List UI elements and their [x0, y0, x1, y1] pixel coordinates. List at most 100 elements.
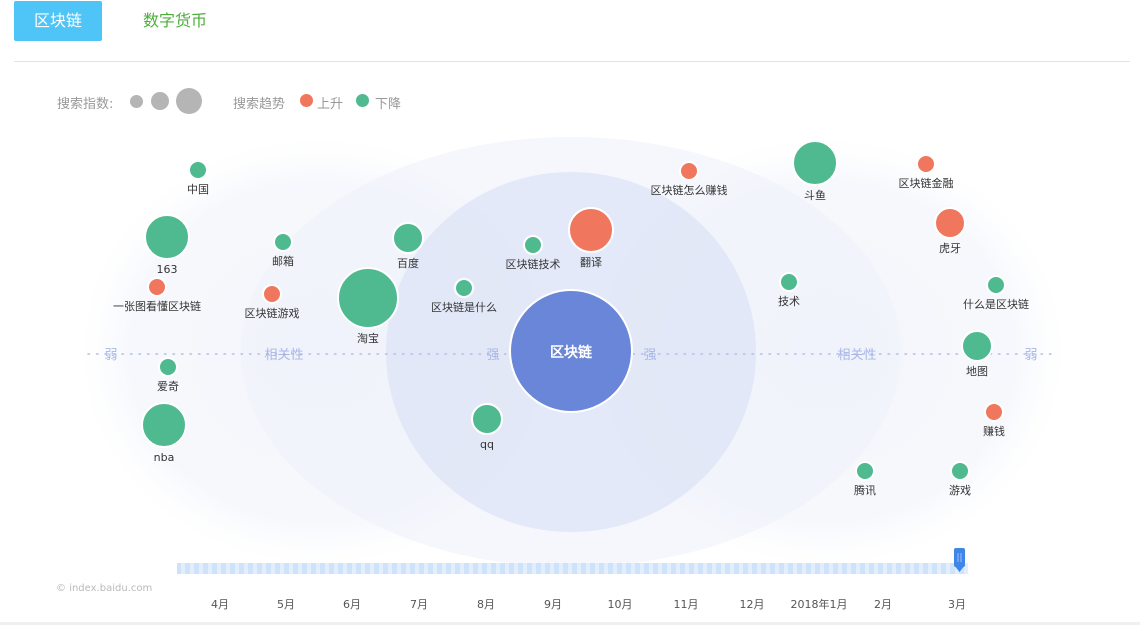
bubble-label: 邮箱 [272, 254, 294, 268]
tab-divider [14, 61, 1130, 62]
source-credit: © index.baidu.com [56, 583, 152, 594]
bubble-nodes: 中国163一张图看懂区块链爱奇nba邮箱区块链游戏淘宝百度区块链是什么qq区块链… [113, 140, 1029, 497]
bubble-label: 爱奇 [157, 380, 179, 393]
bubble-node[interactable]: 技术 [778, 272, 800, 308]
bubble-circle[interactable] [262, 284, 282, 304]
bubble-circle[interactable] [779, 272, 799, 292]
bubble-node[interactable]: 斗鱼 [792, 140, 838, 202]
month-tick-label: 7月 [410, 598, 428, 611]
bubble-circle[interactable] [141, 402, 187, 448]
legend-up-label: 上升 [317, 97, 344, 112]
legend-trend-label: 搜索趋势 [233, 97, 286, 112]
bubble-circle[interactable] [273, 232, 293, 252]
bubble-label: 区块链金融 [899, 176, 954, 190]
copyright-icon: © [56, 583, 66, 594]
bubble-label: 游戏 [949, 484, 971, 497]
bubble-node[interactable]: 163 [144, 214, 190, 276]
tab-digital-currency[interactable]: 数字货币 [142, 11, 207, 30]
bubble-label: 一张图看懂区块链 [113, 299, 201, 313]
legend-size-label: 搜索指数: [57, 97, 114, 112]
month-tick-label: 2月 [874, 598, 892, 611]
timeline-handle-icon[interactable] [954, 548, 965, 572]
bubble-label: 区块链技术 [506, 257, 561, 271]
bubble-circle[interactable] [188, 160, 208, 180]
bubble-circle[interactable] [392, 222, 424, 254]
bubble-circle[interactable] [454, 278, 474, 298]
axis-left-weak: 弱 [104, 348, 117, 363]
month-tick-label: 8月 [477, 598, 495, 611]
bubble-circle[interactable] [792, 140, 838, 186]
month-tick-label: 11月 [674, 598, 699, 611]
axis-right-weak: 弱 [1024, 348, 1037, 363]
bubble-circle[interactable] [986, 275, 1006, 295]
source-credit-text: index.baidu.com [69, 583, 153, 594]
bubble-node[interactable]: 区块链游戏 [245, 284, 300, 320]
bubble-circle[interactable] [934, 207, 966, 239]
bubble-node[interactable]: 一张图看懂区块链 [113, 277, 201, 313]
bubble-label: 百度 [397, 256, 419, 270]
axis-left-relevance: 相关性 [264, 348, 303, 363]
legend-down-label: 下降 [375, 97, 402, 112]
legend-down-icon [356, 94, 369, 107]
bubble-label: 腾讯 [854, 483, 876, 497]
axis-left-strong: 强 [486, 348, 499, 363]
bubble-node[interactable]: 什么是区块链 [963, 275, 1029, 311]
tab-bar: 区块链 数字货币 [0, 0, 1140, 62]
bubble-node[interactable]: 百度 [392, 222, 424, 270]
month-tick-label: 12月 [740, 598, 765, 611]
month-tick-label: 5月 [277, 598, 295, 611]
bubble-circle[interactable] [679, 161, 699, 181]
legend-size-small-icon [130, 95, 143, 108]
bubble-label: nba [154, 451, 175, 464]
legend-size-large-icon [176, 88, 202, 114]
bubble-node[interactable]: 赚钱 [983, 402, 1005, 438]
tab-blockchain[interactable]: 区块链 [14, 1, 102, 41]
bubble-circle[interactable] [984, 402, 1004, 422]
bubble-node[interactable]: qq [471, 403, 503, 451]
bubble-label: 中国 [187, 183, 209, 196]
bubble-circle[interactable] [147, 277, 167, 297]
bubble-circle[interactable] [144, 214, 190, 260]
bubble-node[interactable]: nba [141, 402, 187, 464]
bubble-node[interactable]: 爱奇 [157, 357, 179, 393]
bubble-circle[interactable] [568, 207, 614, 253]
bubble-node[interactable]: 区块链技术 [506, 235, 561, 271]
bubble-label: 赚钱 [983, 424, 1005, 438]
bubble-circle[interactable] [158, 357, 178, 377]
bubble-node[interactable]: 腾讯 [854, 461, 876, 497]
bubble-node[interactable]: 邮箱 [272, 232, 294, 268]
legend-size-medium-icon [151, 92, 169, 110]
center-bubble[interactable]: 区块链 [509, 289, 633, 413]
month-tick-label: 6月 [343, 598, 361, 611]
month-tick-label: 9月 [544, 598, 562, 611]
bubble-node[interactable]: 淘宝 [337, 267, 399, 345]
bubble-node[interactable]: 翻译 [568, 207, 614, 269]
bubble-node[interactable]: 区块链金融 [899, 154, 954, 190]
bubble-label: 区块链怎么赚钱 [651, 183, 728, 197]
bubble-circle[interactable] [916, 154, 936, 174]
center-label: 区块链 [550, 344, 593, 361]
bubble-node[interactable]: 虎牙 [934, 207, 966, 255]
axis-right-strong: 强 [643, 348, 656, 363]
bubble-circle[interactable] [950, 461, 970, 481]
bubble-circle[interactable] [523, 235, 543, 255]
bubble-node[interactable]: 地图 [961, 330, 993, 378]
axis-right-relevance: 相关性 [837, 348, 876, 363]
month-tick-label: 2018年1月 [791, 597, 848, 611]
bubble-circle[interactable] [337, 267, 399, 329]
bubble-label: qq [480, 438, 494, 451]
timeline-slider[interactable]: 4月 5月 6月 7月 8月 9月 10月 11月 12月 2018年1月 2月 3月 [177, 548, 968, 611]
bubble-circle[interactable] [961, 330, 993, 362]
bubble-circle[interactable] [471, 403, 503, 435]
bubble-circle[interactable] [855, 461, 875, 481]
bubble-label: 技术 [778, 295, 800, 308]
bubble-node[interactable]: 区块链是什么 [431, 278, 497, 314]
bubble-label: 地图 [966, 365, 988, 378]
center-circle[interactable] [509, 289, 633, 413]
bubble-node[interactable]: 区块链怎么赚钱 [651, 161, 728, 197]
month-tick-label: 4月 [211, 598, 229, 611]
bubble-label: 斗鱼 [804, 188, 826, 202]
bubble-node[interactable]: 中国 [187, 160, 209, 196]
bubble-node[interactable]: 游戏 [949, 461, 971, 497]
